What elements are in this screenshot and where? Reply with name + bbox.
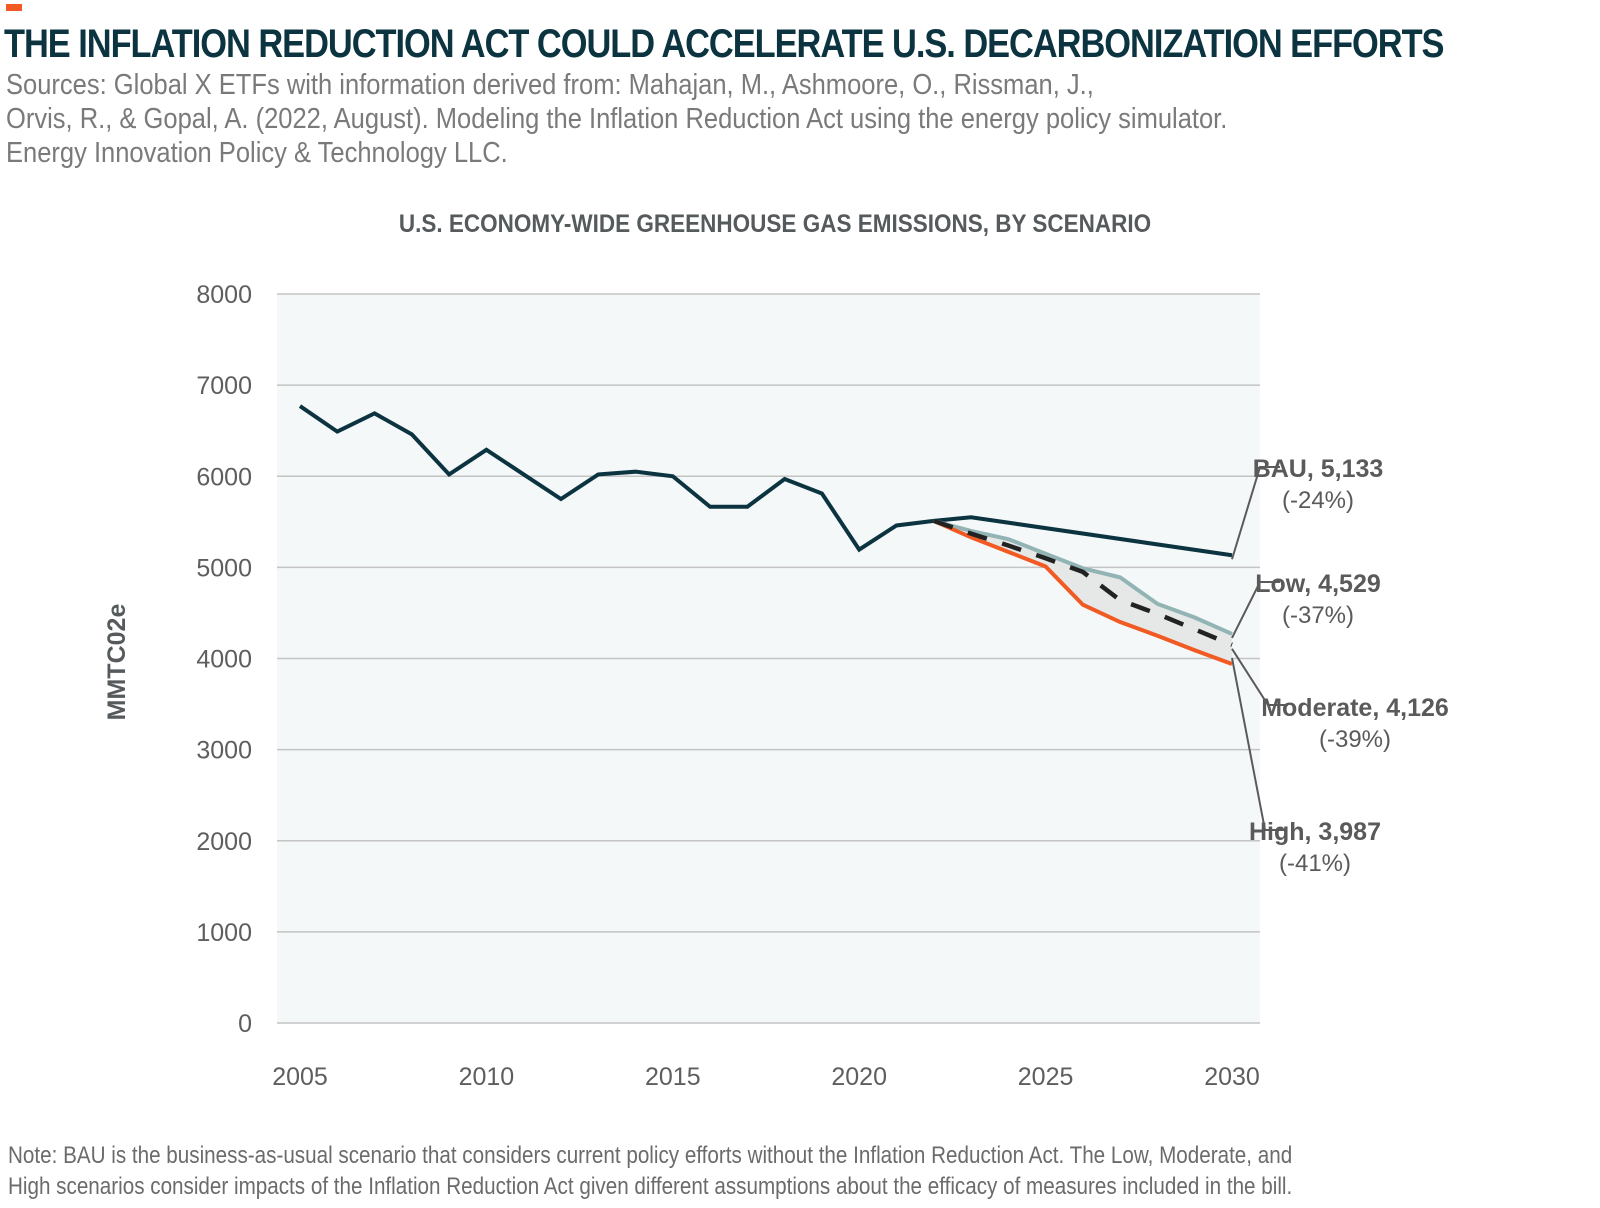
footnote: Note: BAU is the business-as-usual scena… [8,1140,1292,1202]
x-tick-label: 2030 [1204,1063,1260,1091]
annotation-change: (-24%) [1282,487,1354,514]
gridlines [277,293,1260,1024]
series-lines [298,404,1233,666]
y-axis-ticks: 0 1000 2000 3000 4000 5000 6000 7000 8000 [196,281,252,1038]
y-tick-label: 7000 [196,372,252,400]
leader-line [1231,657,1285,831]
leader-line [1231,581,1280,639]
annotation-change: (-41%) [1279,850,1351,877]
series-line-historical [298,404,935,553]
annotations: BAU, 5,133 (-24%) Low, 4,529 (-37%) Moderate… [1231,455,1449,877]
annotation-bau: BAU, 5,133 [1253,455,1384,483]
x-tick-label: 2025 [1018,1063,1074,1091]
footnote-line: High scenarios consider impacts of the I… [8,1173,1293,1200]
accent-bar [6,4,22,11]
annotation-change: (-39%) [1319,726,1391,753]
x-axis-ticks: 2005 2010 2015 2020 2025 2030 [272,1063,1260,1091]
x-tick-label: 2010 [459,1063,515,1091]
y-tick-label: 5000 [196,554,252,582]
annotation-change: (-37%) [1282,602,1354,629]
annotation-moderate: Moderate, 4,126 [1261,694,1449,722]
series-line-high [932,519,1233,666]
series-line-moderate [933,518,1233,647]
page-title: THE INFLATION REDUCTION ACT COULD ACCELE… [4,22,1445,66]
y-tick-label: 1000 [196,919,252,947]
x-tick-label: 2005 [272,1063,328,1091]
series-line-bau [933,515,1233,558]
annotation-low: Low, 4,529 [1255,570,1381,598]
series-line-low [933,518,1233,636]
sources-line: Sources: Global X ETFs with information … [6,69,1094,101]
y-tick-label: 0 [238,1010,252,1038]
y-tick-label: 6000 [196,463,252,491]
annotation-high: High, 3,987 [1249,818,1381,846]
chart-title: U.S. ECONOMY-WIDE GREENHOUSE GAS EMISSIO… [398,210,1152,238]
y-tick-label: 2000 [196,828,252,856]
x-tick-label: 2020 [831,1063,887,1091]
y-tick-label: 8000 [196,281,252,309]
sources-text: Sources: Global X ETFs with information … [6,68,1227,170]
leader-line [1231,648,1288,706]
scenario-range-band [933,520,1232,664]
sources-line: Energy Innovation Policy & Technology LL… [6,137,508,169]
sources-line: Orvis, R., & Gopal, A. (2022, August). M… [6,103,1228,135]
footnote-line: Note: BAU is the business-as-usual scena… [8,1142,1293,1169]
leader-line [1231,466,1280,560]
y-tick-label: 3000 [196,737,252,765]
x-tick-label: 2015 [645,1063,701,1091]
y-axis-label: MMTC02e [103,604,131,721]
y-tick-label: 4000 [196,646,252,674]
